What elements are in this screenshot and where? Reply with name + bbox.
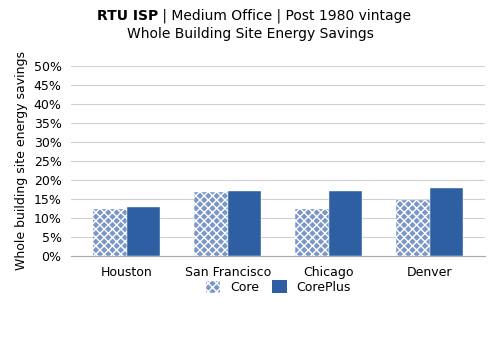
Bar bbox=[430, 187, 463, 256]
Bar bbox=[228, 191, 261, 256]
Text: | Medium Office | Post 1980 vintage: | Medium Office | Post 1980 vintage bbox=[158, 8, 412, 23]
Bar bbox=[296, 209, 328, 256]
Legend: Core, CorePlus: Core, CorePlus bbox=[200, 275, 356, 299]
Bar bbox=[194, 192, 228, 256]
Y-axis label: Whole building site energy savings: Whole building site energy savings bbox=[15, 52, 28, 270]
Text: RTU ISP: RTU ISP bbox=[97, 9, 158, 23]
Bar bbox=[94, 209, 127, 256]
Bar bbox=[328, 191, 362, 256]
Bar bbox=[396, 200, 430, 256]
Bar bbox=[127, 207, 160, 256]
Text: Whole Building Site Energy Savings: Whole Building Site Energy Savings bbox=[126, 26, 374, 41]
